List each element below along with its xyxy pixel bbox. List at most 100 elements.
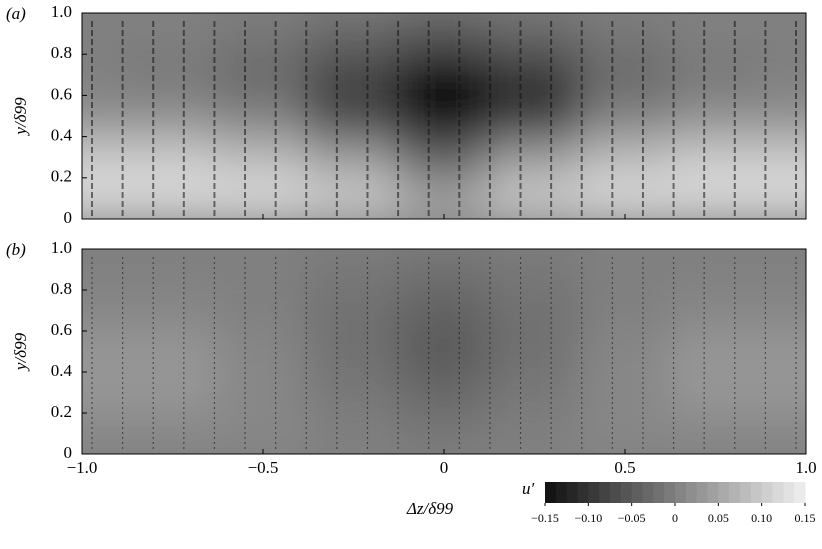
- colorbar-band: [729, 482, 741, 503]
- field-cell: [578, 330, 672, 373]
- field-cell: [216, 135, 310, 179]
- field-cell: [216, 289, 310, 332]
- field-cell: [488, 371, 581, 414]
- field-cell: [759, 13, 806, 56]
- field-cell: [669, 13, 762, 56]
- panel-label: (a): [6, 4, 26, 23]
- field-cell: [759, 330, 806, 373]
- field-cell: [488, 13, 581, 56]
- colorbar-band: [783, 482, 795, 503]
- y-tick-label: 0.2: [51, 167, 72, 186]
- field-cell: [397, 289, 491, 332]
- field-cell: [82, 371, 129, 414]
- field-cell: [578, 371, 672, 414]
- y-axis-label: y/δ99: [11, 97, 30, 137]
- field-cell: [669, 176, 762, 219]
- field-cell: [397, 412, 491, 454]
- colorbar-tick-label: −0.10: [574, 511, 602, 525]
- colorbar-band: [577, 482, 589, 503]
- field-cell: [307, 13, 400, 56]
- field-cell: [82, 412, 129, 454]
- field-cell: [126, 53, 219, 97]
- colorbar-band: [740, 482, 752, 503]
- x-axis-label: Δz/δ99: [406, 499, 454, 518]
- colorbar-band: [750, 482, 763, 503]
- colorbar-band: [664, 482, 676, 503]
- field-cell: [669, 289, 762, 332]
- field-cell: [578, 249, 672, 291]
- field-cell: [126, 249, 219, 291]
- field: [82, 249, 806, 454]
- field-cell: [307, 330, 400, 373]
- field-cell: [307, 412, 400, 454]
- colorbar-tick-label: 0.05: [708, 511, 729, 525]
- field-cell: [126, 135, 219, 179]
- field-cell: [759, 412, 806, 454]
- field-cell: [397, 176, 491, 219]
- y-tick-label: 0.6: [51, 84, 72, 103]
- field-cell: [216, 371, 310, 414]
- field-cell: [82, 330, 129, 373]
- field-cell: [759, 94, 806, 138]
- field-cell: [307, 94, 400, 138]
- colorbar-band: [588, 482, 600, 503]
- field-cell: [216, 13, 310, 56]
- colorbar-band: [761, 482, 773, 503]
- colorbar-band: [610, 482, 622, 503]
- field-cell: [126, 94, 219, 138]
- field-cell: [578, 94, 672, 138]
- y-tick-label: 0.8: [51, 43, 72, 62]
- field-cell: [126, 412, 219, 454]
- field-cell: [126, 330, 219, 373]
- field-cell: [307, 135, 400, 179]
- y-tick-label: 0.4: [51, 126, 73, 145]
- field-cell: [216, 412, 310, 454]
- colorbar-tick-label: 0.10: [751, 511, 772, 525]
- y-tick-label: 0.4: [51, 361, 73, 380]
- field-cell: [397, 13, 491, 56]
- y-tick-label: 0: [64, 443, 73, 462]
- field-cell: [397, 330, 491, 373]
- field-cell: [669, 135, 762, 179]
- field-cell: [759, 371, 806, 414]
- y-tick-label: 0.2: [51, 402, 72, 421]
- colorbar-band: [653, 482, 665, 503]
- y-tick-label: 1.0: [51, 2, 72, 21]
- field-cell: [397, 53, 491, 97]
- field-cells: [82, 13, 806, 219]
- colorbar-band: [707, 482, 719, 503]
- field-cell: [488, 176, 581, 219]
- field-cell: [82, 94, 129, 138]
- field-cell: [578, 176, 672, 219]
- field-cell: [759, 289, 806, 332]
- colorbar-tick-label: −0.05: [618, 511, 646, 525]
- colorbar-band: [631, 482, 643, 503]
- y-tick-label: 1.0: [51, 238, 72, 257]
- field-cell: [216, 176, 310, 219]
- field-cell: [669, 53, 762, 97]
- x-tick-label: −1.0: [67, 458, 98, 477]
- colorbar-tick-label: 0: [672, 511, 678, 525]
- field-cell: [307, 371, 400, 414]
- colorbar-label: u′: [522, 479, 535, 498]
- field-cell: [488, 249, 581, 291]
- field-cell: [669, 94, 762, 138]
- field-cells: [82, 249, 806, 454]
- colorbar-band: [685, 482, 698, 503]
- field-cell: [307, 176, 400, 219]
- field-cell: [216, 94, 310, 138]
- field-cell: [126, 13, 219, 56]
- x-tick-label: 1.0: [795, 458, 816, 477]
- field: [82, 13, 806, 219]
- x-tick-label: 0.5: [614, 458, 635, 477]
- colorbar-band: [566, 482, 578, 503]
- field-cell: [307, 53, 400, 97]
- field-cell: [126, 176, 219, 219]
- field-cell: [578, 289, 672, 332]
- field-cell: [82, 249, 129, 291]
- y-tick-label: 0.8: [51, 279, 72, 298]
- field-cell: [397, 249, 491, 291]
- field-cell: [759, 135, 806, 179]
- field-cell: [488, 412, 581, 454]
